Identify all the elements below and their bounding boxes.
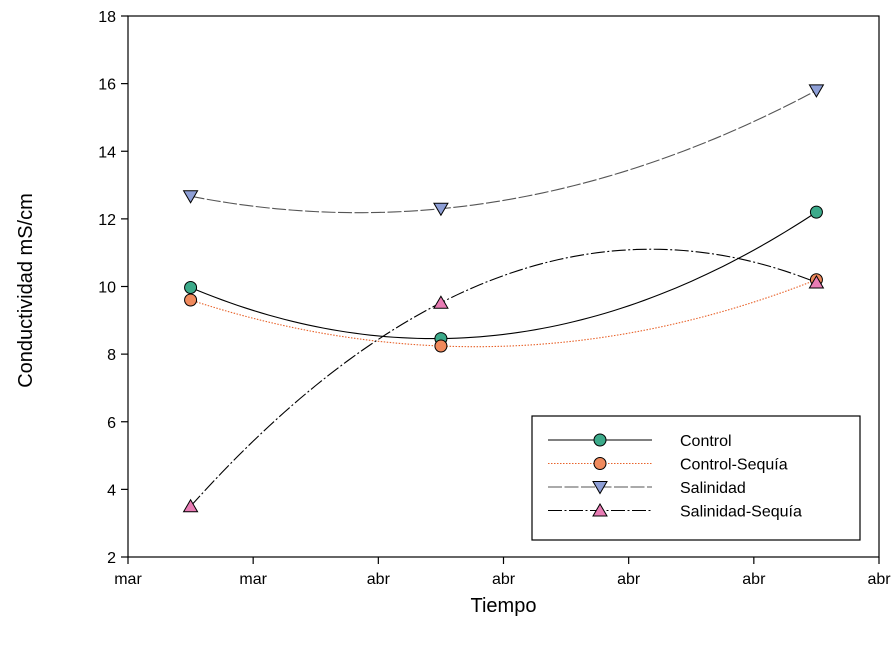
- legend-marker: [592, 481, 608, 495]
- data-point: [434, 339, 448, 353]
- series-line: [190, 279, 817, 348]
- series-1: [184, 273, 823, 353]
- legend-label: Control-Sequía: [680, 457, 788, 474]
- legend-marker: [593, 433, 607, 447]
- x-tick-label: abr: [367, 571, 391, 588]
- y-tick-label: 2: [107, 550, 116, 567]
- x-tick-label: abr: [742, 571, 766, 588]
- legend-item: Control-Sequía: [548, 457, 788, 474]
- series-3: [182, 248, 825, 513]
- legend-marker: [592, 503, 608, 517]
- x-axis-title: Tiempo: [471, 595, 537, 617]
- data-point: [182, 498, 199, 513]
- data-point: [184, 281, 198, 295]
- y-tick-label: 18: [98, 9, 116, 26]
- y-tick-label: 16: [98, 77, 116, 94]
- y-tick-label: 8: [107, 347, 116, 364]
- y-axis-title: Conductividad mS/cm: [15, 193, 37, 388]
- data-point: [808, 84, 825, 98]
- legend-label: Salinidad-Sequía: [680, 504, 802, 521]
- x-tick-label: mar: [114, 571, 142, 588]
- legend-item: Salinidad: [548, 480, 746, 497]
- data-point: [808, 274, 825, 289]
- y-tick-label: 4: [107, 482, 116, 499]
- legend-label: Salinidad: [680, 480, 746, 497]
- series-line: [190, 248, 817, 507]
- x-tick-label: abr: [867, 571, 891, 588]
- legend-box: [531, 415, 861, 541]
- y-tick-label: 6: [107, 415, 116, 432]
- x-tick-label: abr: [492, 571, 516, 588]
- legend-label: Control: [680, 433, 732, 450]
- y-axis: 2 4 6 8 10 12 14 16 18: [98, 9, 128, 567]
- data-point: [433, 202, 449, 217]
- legend-item: Salinidad-Sequía: [548, 503, 802, 521]
- data-point: [182, 190, 199, 204]
- legend-item: Control: [548, 433, 732, 450]
- y-tick-label: 14: [98, 144, 116, 161]
- series-2: [182, 84, 825, 217]
- y-tick-label: 12: [98, 212, 116, 229]
- y-tick-label: 10: [98, 280, 116, 297]
- legend-marker: [593, 457, 607, 470]
- x-tick-label: mar: [239, 571, 267, 588]
- x-tick-label: abr: [617, 571, 641, 588]
- series-0: [184, 205, 823, 346]
- series-line: [190, 89, 817, 214]
- x-axis: mar mar abr abr abr abr abr: [114, 557, 891, 588]
- data-point: [809, 205, 823, 219]
- legend: Control Control-Sequía Salinidad Salinidad-…: [531, 415, 861, 541]
- data-point: [433, 295, 449, 309]
- data-point: [184, 293, 198, 307]
- series-layer: [182, 84, 825, 513]
- series-line: [190, 211, 817, 340]
